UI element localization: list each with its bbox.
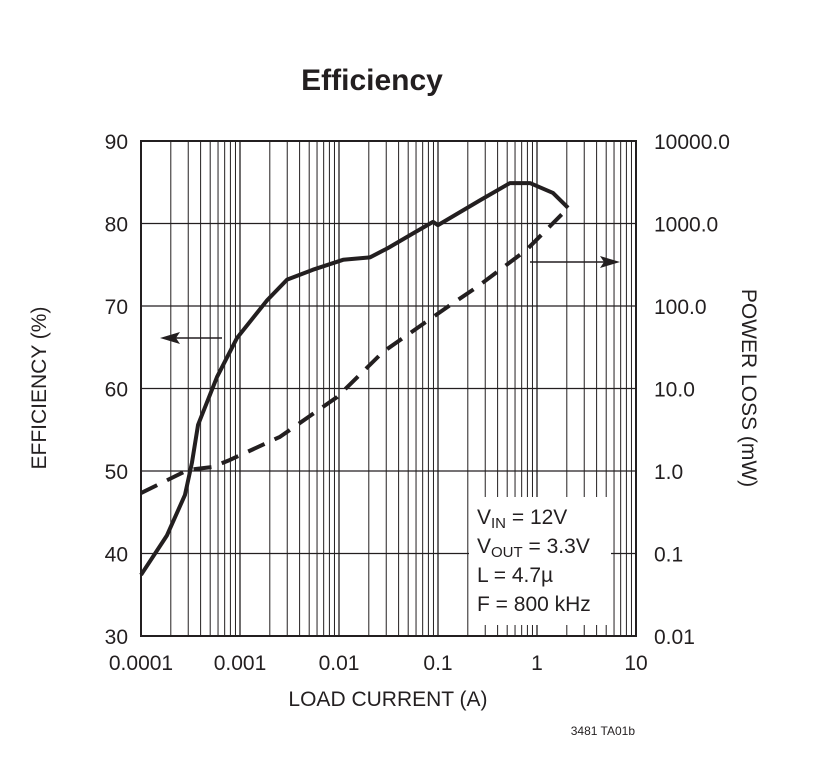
x-tick-label: 0.1 [423,652,452,675]
x-tick-label: 1 [531,652,543,675]
y2-axis-label: POWER LOSS (mW) [737,289,760,487]
left-axis-arrow [160,332,222,344]
y-axis-label: EFFICIENCY (%) [28,307,51,470]
y-tick-label: 30 [105,626,128,649]
y-tick-label: 90 [105,131,128,154]
y-tick-label: 70 [105,296,128,319]
annotation-inductor: L = 4.7µ [477,564,553,587]
x-tick-label: 0.001 [214,652,267,675]
x-tick-label: 0.01 [319,652,360,675]
annotation-frequency: F = 800 kHz [477,593,591,616]
plot-frame [140,140,637,637]
x-tick-labels: 0.0001 0.001 0.01 0.1 1 10 [109,652,648,675]
annotation-vin: VIN = 12V [477,506,567,532]
y2-tick-label: 1000.0 [654,214,718,237]
y2-tick-labels: 0.01 0.1 1.0 10.0 100.0 1000.0 10000.0 [654,131,730,649]
y-tick-label: 60 [105,379,128,402]
chart-title: Efficiency [301,64,443,97]
x-axis-label: LOAD CURRENT (A) [288,688,487,711]
efficiency-line [139,181,570,577]
y2-tick-label: 0.1 [654,544,683,567]
y-tick-label: 50 [105,461,128,484]
x-tick-label: 0.0001 [109,652,173,675]
footnote: 3481 TA01b [571,724,636,738]
y2-tick-label: 10000.0 [654,131,730,154]
x-tick-label: 10 [624,652,647,675]
y2-tick-label: 10.0 [654,379,695,402]
y-tick-labels: 30 40 50 60 70 80 90 [105,131,128,649]
conditions-box-background [469,497,611,625]
y-tick-label: 80 [105,214,128,237]
y2-tick-label: 1.0 [654,461,683,484]
right-axis-arrow [530,256,620,268]
annotation-vout: VOUT = 3.3V [477,535,590,561]
y2-tick-label: 0.01 [654,626,695,649]
series-layer [139,181,570,577]
conditions-box: VIN = 12V VOUT = 3.3V L = 4.7µ F = 800 k… [469,497,611,625]
y-tick-label: 40 [105,544,128,567]
y2-tick-label: 100.0 [654,296,707,319]
power-loss-line [140,206,570,495]
